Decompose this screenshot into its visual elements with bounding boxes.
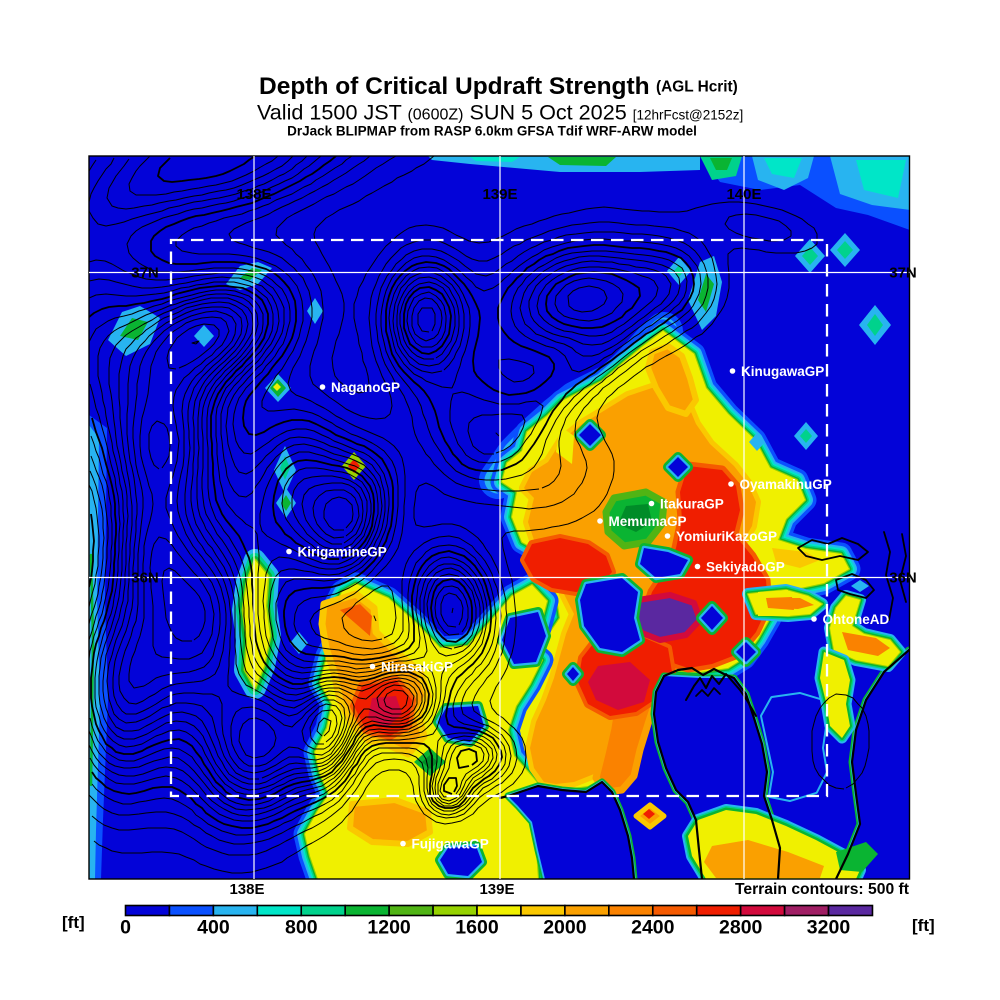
svg-text:[ft]: [ft] xyxy=(912,916,935,935)
svg-text:(AGL Hcrit): (AGL Hcrit) xyxy=(656,79,738,96)
svg-text:MemumaGP: MemumaGP xyxy=(609,514,687,529)
svg-text:2800: 2800 xyxy=(719,917,763,939)
svg-text:FujigawaGP: FujigawaGP xyxy=(412,837,489,852)
svg-text:DrJack BLIPMAP from RASP 6.0km: DrJack BLIPMAP from RASP 6.0km GFSA Tdif… xyxy=(287,124,697,139)
svg-text:1600: 1600 xyxy=(455,917,499,939)
svg-text:36N: 36N xyxy=(889,570,917,587)
svg-text:ItakuraGP: ItakuraGP xyxy=(660,497,724,512)
svg-text:2400: 2400 xyxy=(631,917,675,939)
svg-text:400: 400 xyxy=(197,917,230,939)
svg-text:SekiyadoGP: SekiyadoGP xyxy=(706,560,785,575)
svg-text:36N: 36N xyxy=(131,570,159,587)
svg-text:37N: 37N xyxy=(889,265,917,282)
svg-text:0: 0 xyxy=(120,917,131,939)
svg-text:800: 800 xyxy=(285,917,318,939)
svg-text:2000: 2000 xyxy=(543,917,587,939)
svg-text:3200: 3200 xyxy=(807,917,851,939)
svg-text:138E: 138E xyxy=(236,186,271,203)
svg-text:YomiuriKazoGP: YomiuriKazoGP xyxy=(676,529,777,544)
svg-text:139E: 139E xyxy=(479,881,514,898)
svg-text:NirasakiGP: NirasakiGP xyxy=(381,660,453,675)
svg-text:37N: 37N xyxy=(131,265,159,282)
svg-text:1200: 1200 xyxy=(367,917,411,939)
svg-text:138E: 138E xyxy=(229,881,264,898)
svg-text:139E: 139E xyxy=(482,186,517,203)
svg-text:140E: 140E xyxy=(726,186,761,203)
svg-text:Depth of Critical Updraft Stre: Depth of Critical Updraft Strength xyxy=(259,73,650,100)
svg-text:KinugawaGP: KinugawaGP xyxy=(741,364,824,379)
svg-text:OhtoneAD: OhtoneAD xyxy=(823,612,890,627)
svg-text:[ft]: [ft] xyxy=(62,913,85,932)
svg-text:KirigamineGP: KirigamineGP xyxy=(298,545,387,560)
svg-text:Terrain contours: 500 ft: Terrain contours: 500 ft xyxy=(735,881,910,898)
svg-text:OyamakinuGP: OyamakinuGP xyxy=(740,477,832,492)
svg-text:NaganoGP: NaganoGP xyxy=(331,380,400,395)
